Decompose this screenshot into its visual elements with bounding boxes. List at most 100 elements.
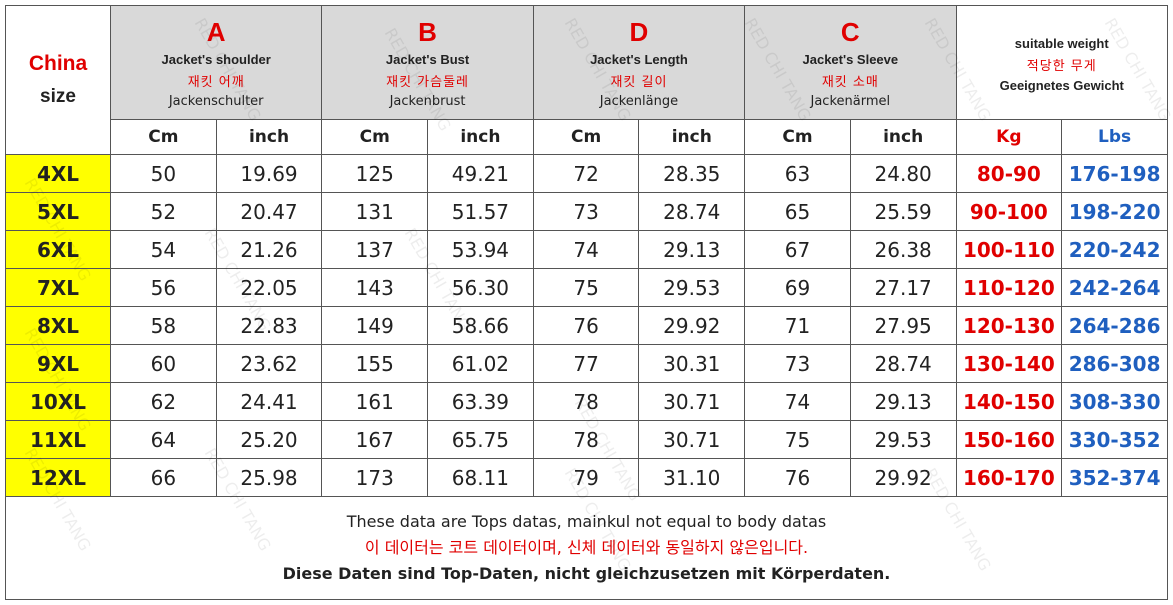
- value-cell: 24.41: [215, 382, 323, 421]
- value-cell: 29.13: [849, 382, 957, 421]
- group-en: Jacket's Bust: [385, 51, 470, 67]
- value-cell: 160-170: [955, 458, 1063, 497]
- value-cell: 49.21: [427, 154, 534, 193]
- value-cell: 64: [110, 420, 217, 459]
- value-cell: 78: [532, 420, 640, 459]
- value-cell: 66: [110, 458, 217, 497]
- value-cell: 71: [744, 306, 851, 345]
- value-cell: 74: [532, 230, 640, 269]
- group-header: B Jacket's Bust 재킷 가슴둘레 Jackenbrust: [321, 5, 534, 120]
- group-de: Jackenbrust: [389, 93, 466, 109]
- value-cell: 31.10: [638, 458, 746, 497]
- value-cell: 20.47: [215, 192, 323, 231]
- value-cell: 25.20: [215, 420, 323, 459]
- value-cell: 29.53: [638, 268, 746, 307]
- weight-header: suitable weight 적당한 무게 Geeignetes Gewicht: [955, 5, 1168, 120]
- group-ko: 재킷 소매: [821, 74, 879, 90]
- value-cell: 68.11: [427, 458, 534, 497]
- value-cell: 63.39: [427, 382, 534, 421]
- size-cell: 7XL: [5, 268, 111, 307]
- value-cell: 76: [532, 306, 640, 345]
- value-cell: 352-374: [1061, 458, 1168, 497]
- weight-en: suitable weight: [1014, 36, 1109, 51]
- value-cell: 73: [532, 192, 640, 231]
- group-letter: A: [206, 16, 226, 47]
- group-letter: C: [840, 16, 860, 47]
- group-en: Jacket's shoulder: [161, 51, 271, 67]
- footer-cell: These data are Tops datas, mainkul not e…: [5, 496, 1168, 600]
- value-cell: 77: [532, 344, 640, 383]
- value-cell: 120-130: [955, 306, 1063, 345]
- value-cell: 78: [532, 382, 640, 421]
- value-cell: 51.57: [427, 192, 534, 231]
- value-cell: 25.98: [215, 458, 323, 497]
- group-en: Jacket's Length: [590, 51, 688, 67]
- unit-cell: Cm: [532, 119, 640, 155]
- group-ko: 재킷 가슴둘레: [386, 74, 470, 90]
- value-cell: 140-150: [955, 382, 1063, 421]
- value-cell: 26.38: [849, 230, 957, 269]
- data-row: 10XL 62 24.41 161 63.39 78 30.71 74 29.13 140-150…: [5, 382, 1168, 421]
- footer-de: Diese Daten sind Top-Daten, nicht gleich…: [282, 564, 891, 583]
- group-header: D Jacket's Length 재킷 길이 Jackenlänge: [532, 5, 746, 120]
- value-cell: 137: [321, 230, 429, 269]
- value-cell: 79: [532, 458, 640, 497]
- value-cell: 30.71: [638, 382, 746, 421]
- value-cell: 220-242: [1061, 230, 1168, 269]
- value-cell: 23.62: [215, 344, 323, 383]
- value-cell: 76: [744, 458, 851, 497]
- value-cell: 58: [110, 306, 217, 345]
- value-cell: 308-330: [1061, 382, 1168, 421]
- value-cell: 19.69: [215, 154, 323, 193]
- data-row: 12XL 66 25.98 173 68.11 79 31.10 76 29.92 160-170…: [5, 458, 1168, 497]
- value-cell: 150-160: [955, 420, 1063, 459]
- data-row: 6XL 54 21.26 137 53.94 74 29.13 67 26.38 100-110 2…: [5, 230, 1168, 269]
- value-cell: 69: [744, 268, 851, 307]
- weight-de: Geeignetes Gewicht: [999, 78, 1124, 93]
- size-cell: 11XL: [5, 420, 111, 459]
- data-row: 7XL 56 22.05 143 56.30 75 29.53 69 27.17 110-120 2…: [5, 268, 1168, 307]
- value-cell: 60: [110, 344, 217, 383]
- size-cell: 10XL: [5, 382, 111, 421]
- unit-cell: Cm: [110, 119, 217, 155]
- size-cell: 4XL: [5, 154, 111, 193]
- value-cell: 22.05: [215, 268, 323, 307]
- value-cell: 29.13: [638, 230, 746, 269]
- value-cell: 28.74: [638, 192, 746, 231]
- group-header: C Jacket's Sleeve 재킷 소매 Jackenärmel: [744, 5, 957, 120]
- size-cell: 5XL: [5, 192, 111, 231]
- size-cell: 12XL: [5, 458, 111, 497]
- value-cell: 75: [744, 420, 851, 459]
- value-cell: 58.66: [427, 306, 534, 345]
- group-ko: 재킷 어깨: [187, 74, 245, 90]
- value-cell: 130-140: [955, 344, 1063, 383]
- footer-en: These data are Tops datas, mainkul not e…: [346, 512, 827, 531]
- size-table: China size A Jacket's shoulder 재킷 어깨 Jackensc…: [5, 5, 1168, 600]
- value-cell: 80-90: [955, 154, 1063, 193]
- unit-row: Cm inch Cm inch Cm inch Cm inch Kg Lbs: [6, 119, 1168, 155]
- unit-cell: inch: [215, 119, 323, 155]
- value-cell: 149: [321, 306, 429, 345]
- unit-cell: Lbs: [1061, 119, 1168, 155]
- value-cell: 72: [532, 154, 640, 193]
- value-cell: 198-220: [1061, 192, 1168, 231]
- value-cell: 125: [321, 154, 429, 193]
- value-cell: 29.53: [849, 420, 957, 459]
- value-cell: 53.94: [427, 230, 534, 269]
- value-cell: 264-286: [1061, 306, 1168, 345]
- group-letter: D: [629, 16, 649, 47]
- value-cell: 28.35: [638, 154, 746, 193]
- unit-cell: Cm: [321, 119, 429, 155]
- value-cell: 75: [532, 268, 640, 307]
- china-size-cell: China size: [5, 5, 111, 155]
- value-cell: 100-110: [955, 230, 1063, 269]
- value-cell: 286-308: [1061, 344, 1168, 383]
- value-cell: 155: [321, 344, 429, 383]
- data-row: 5XL 52 20.47 131 51.57 73 28.74 65 25.59 90-100 19…: [5, 192, 1168, 231]
- value-cell: 65: [744, 192, 851, 231]
- value-cell: 22.83: [215, 306, 323, 345]
- footer-ko: 이 데이터는 코트 데이터이며, 신체 데이터와 동일하지 않은입니다.: [364, 538, 809, 557]
- data-row: 4XL 50 19.69 125 49.21 72 28.35 63 24.80 80-90 176…: [5, 154, 1168, 193]
- value-cell: 30.31: [638, 344, 746, 383]
